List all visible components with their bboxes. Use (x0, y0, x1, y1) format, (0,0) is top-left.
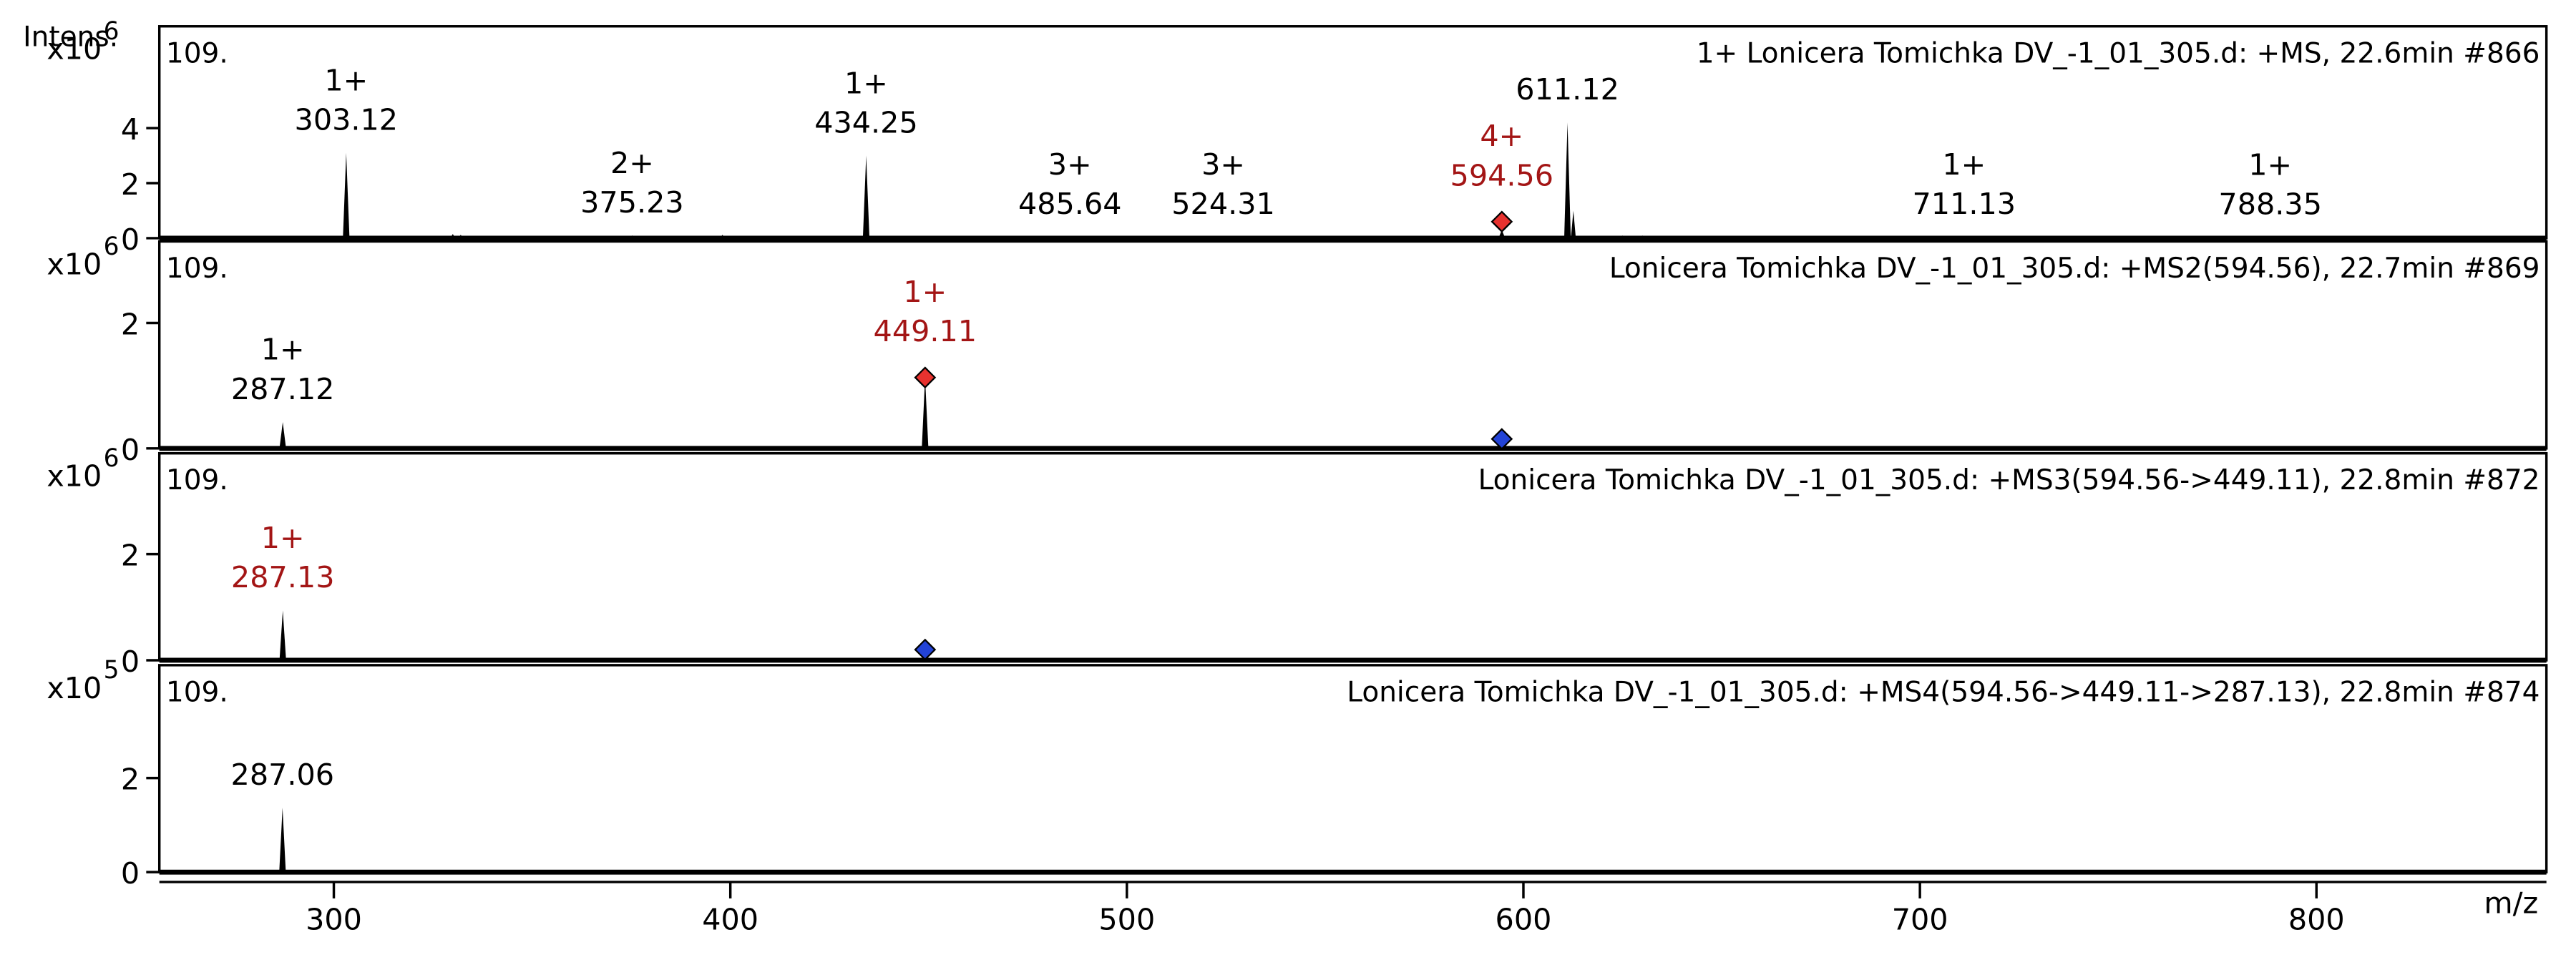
scale-base: x10 (47, 671, 102, 705)
precursor-marker (914, 366, 937, 389)
peak-charge: 1+ (261, 521, 305, 555)
corner-label: 109. (166, 676, 228, 708)
minor-peak (458, 235, 464, 238)
minor-peak (973, 237, 979, 238)
peak-charge: 3+ (1048, 147, 1092, 182)
peak-label: 303.12 (295, 103, 399, 137)
peak-label: 434.25 (814, 105, 918, 139)
x-axis-label: m/z (2484, 886, 2538, 921)
peak (628, 235, 636, 238)
minor-peak (450, 234, 456, 238)
y-axis-label: Intens. (23, 21, 118, 53)
panel-title: Lonicera Tomichka DV_-1_01_305.d: +MS3(5… (1478, 464, 2540, 496)
peak-charge: 1+ (324, 63, 368, 97)
peak (1498, 230, 1506, 238)
peak (1961, 237, 1968, 238)
scale-exponent: 6 (104, 17, 119, 46)
peak-label: 375.23 (580, 185, 684, 220)
minor-peak (1711, 236, 1717, 238)
minor-peak (1104, 237, 1110, 238)
panel-title: 1+ Lonicera Tomichka DV_-1_01_305.d: +MS… (1697, 37, 2540, 69)
minor-peak (1571, 210, 1576, 238)
peak-label: 287.13 (231, 560, 335, 594)
x-tick-label: 400 (702, 903, 758, 937)
panel-title: Lonicera Tomichka DV_-1_01_305.d: +MS2(5… (1609, 253, 2540, 285)
peak (1066, 237, 1073, 238)
peak (343, 152, 350, 238)
peak (2267, 237, 2274, 238)
x-tick-label: 300 (306, 903, 362, 937)
x-tick-label: 500 (1098, 903, 1155, 937)
peak (1219, 237, 1227, 238)
peak-label: 524.31 (1171, 187, 1275, 221)
y-tick-label: 2 (121, 539, 140, 573)
minor-peak (720, 235, 726, 238)
peak-charge: 3+ (1201, 147, 1245, 182)
minor-peak (1806, 237, 1812, 238)
scale-base: x10 (47, 32, 102, 67)
minor-peak (1346, 236, 1352, 238)
peak (279, 610, 286, 660)
precursor-marker (1491, 210, 1513, 233)
corner-label: 109. (166, 37, 228, 69)
peak-charge: 1+ (261, 333, 305, 367)
scale-exponent: 6 (104, 232, 119, 261)
minor-peak (1461, 237, 1467, 238)
peak-charge: 1+ (903, 275, 947, 309)
x-tick-label: 600 (1496, 903, 1552, 937)
precursor-marker (914, 638, 937, 661)
y-tick-label: 2 (121, 167, 140, 202)
y-tick-label: 2 (121, 308, 140, 342)
y-tick-label: 0 (121, 645, 140, 679)
precursor-marker (1491, 428, 1513, 451)
peak-label: 287.06 (231, 758, 335, 792)
peak-charge: 1+ (844, 66, 888, 100)
peak-charge: 1+ (2248, 148, 2292, 182)
y-tick-label: 0 (121, 856, 140, 891)
minor-peak (600, 235, 606, 238)
peak-label: 711.13 (1913, 187, 2016, 221)
peak-label: 485.64 (1018, 187, 1122, 221)
minor-peak (509, 236, 515, 238)
minor-peak (1620, 235, 1625, 238)
minor-peak (886, 235, 892, 238)
peak (279, 421, 286, 449)
minor-peak (926, 236, 932, 238)
scale-base: x10 (47, 247, 102, 281)
peak (922, 377, 929, 449)
peak-charge: 2+ (610, 146, 654, 180)
y-tick-label: 0 (121, 222, 140, 257)
peak-label: 788.35 (2218, 187, 2322, 222)
x-tick-label: 700 (1892, 903, 1948, 937)
corner-label: 109. (166, 253, 228, 285)
minor-peak (1362, 236, 1367, 238)
y-tick-label: 0 (121, 433, 140, 467)
minor-peak (1639, 235, 1645, 238)
x-tick-label: 800 (2288, 903, 2345, 937)
peak (279, 808, 286, 873)
peak-charge: 4+ (1480, 119, 1523, 153)
peak (862, 155, 870, 238)
y-tick-label: 4 (121, 112, 140, 147)
panel-title: Lonicera Tomichka DV_-1_01_305.d: +MS4(5… (1347, 676, 2540, 708)
minor-peak (1283, 237, 1288, 238)
peak (1564, 122, 1571, 238)
scale-base: x10 (47, 459, 102, 494)
minor-peak (573, 236, 579, 238)
peak-label: 594.56 (1450, 158, 1554, 192)
scale-exponent: 5 (104, 656, 119, 685)
scale-exponent: 6 (104, 444, 119, 473)
peak-charge: 1+ (1942, 147, 1986, 182)
peak-label: 287.12 (231, 372, 335, 406)
y-tick-label: 2 (121, 763, 140, 797)
peak-label: 449.11 (874, 314, 977, 348)
peak-label: 611.12 (1516, 72, 1619, 107)
minor-peak (307, 235, 313, 238)
minor-peak (1045, 236, 1050, 238)
minor-peak (1421, 237, 1427, 238)
corner-label: 109. (166, 464, 228, 496)
